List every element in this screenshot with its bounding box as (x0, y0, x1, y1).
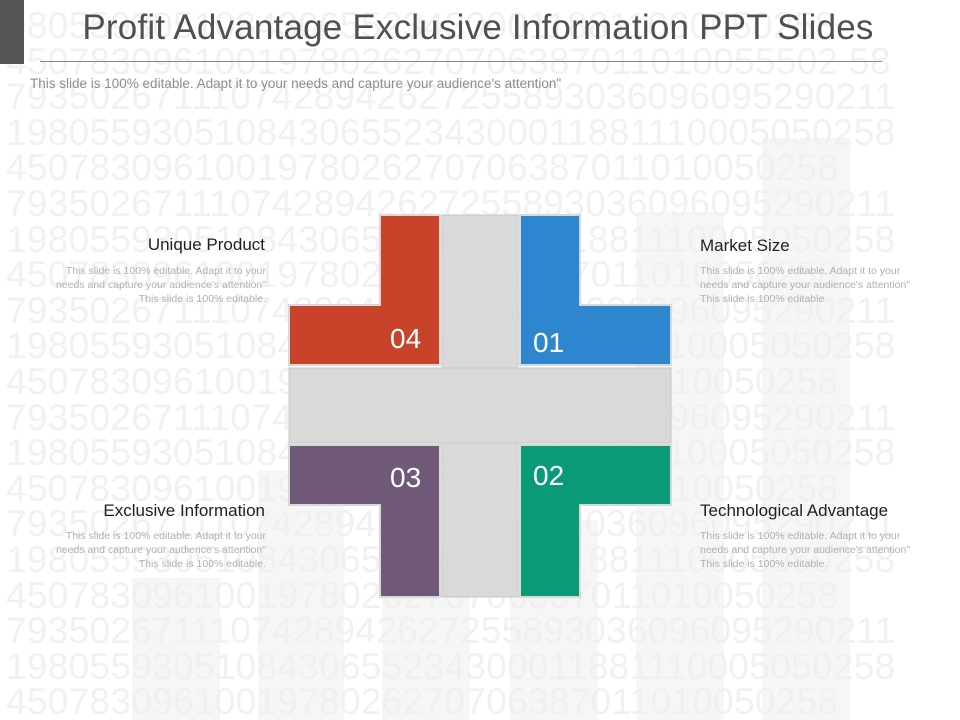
corner-accent (0, 0, 24, 64)
heading-exclusive-information: Exclusive Information (103, 501, 265, 520)
slide-title: Profit Advantage Exclusive Information P… (82, 8, 874, 47)
heading-technological-advantage: Technological Advantage (700, 501, 889, 520)
background-digit-row: 7935026711107428942627255893036096095290… (6, 76, 896, 118)
background-digit-row: 9805593051084306552343000118811000050258 (6, 8, 836, 46)
segment-number-04: 04 (390, 323, 422, 354)
center-cross (288, 214, 672, 598)
text-unique-product: This slide is 100% editable. Adapt it to… (55, 265, 266, 305)
heading-unique-product: Unique Product (147, 235, 265, 254)
background-bar (762, 138, 850, 720)
segment-number-01: 01 (533, 327, 565, 358)
segment-01-blue (519, 214, 672, 366)
segment-number-02: 02 (533, 460, 565, 491)
segment-02-green (519, 444, 672, 598)
background-digit-row: 1980559305108430655234300011881110005050… (6, 111, 896, 153)
segment-number-03: 03 (390, 462, 422, 493)
text-exclusive-information: This slide is 100% editable. Adapt it to… (55, 530, 266, 570)
heading-market-size: Market Size (700, 236, 790, 255)
title-divider (40, 61, 882, 62)
background-digit-row: 4507830961001978026270706387011010050258 (6, 147, 839, 189)
background-bar (132, 578, 220, 720)
segment-03-purple (288, 444, 441, 598)
text-technological-advantage: This slide is 100% editable. Adapt it to… (700, 530, 911, 570)
background-bar (258, 470, 344, 720)
segment-04-red (288, 214, 441, 366)
slide-subtitle: This slide is 100% editable. Adapt it to… (30, 76, 562, 91)
text-market-size: This slide is 100% editable. Adapt it to… (700, 265, 911, 305)
